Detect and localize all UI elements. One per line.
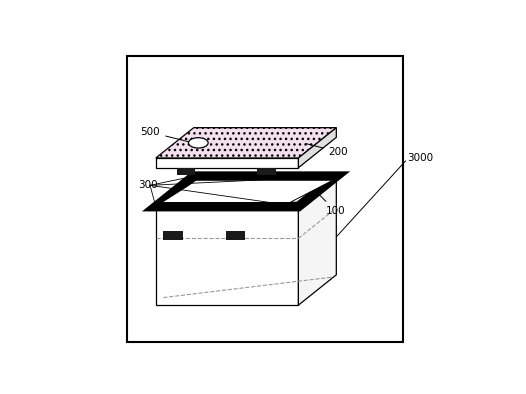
Bar bbox=[257, 168, 276, 175]
Text: 100: 100 bbox=[319, 195, 346, 216]
Polygon shape bbox=[156, 176, 336, 206]
Polygon shape bbox=[156, 206, 298, 305]
Polygon shape bbox=[298, 176, 336, 305]
Bar bbox=[226, 231, 245, 240]
Ellipse shape bbox=[188, 138, 208, 148]
Bar bbox=[163, 231, 183, 240]
Text: 300: 300 bbox=[138, 180, 158, 190]
Polygon shape bbox=[156, 128, 336, 158]
Polygon shape bbox=[164, 181, 332, 202]
Text: 200: 200 bbox=[306, 143, 348, 157]
Text: 3000: 3000 bbox=[407, 153, 433, 163]
Polygon shape bbox=[156, 158, 298, 168]
Text: 500: 500 bbox=[140, 127, 190, 142]
Polygon shape bbox=[298, 128, 336, 168]
Bar bbox=[177, 168, 195, 175]
